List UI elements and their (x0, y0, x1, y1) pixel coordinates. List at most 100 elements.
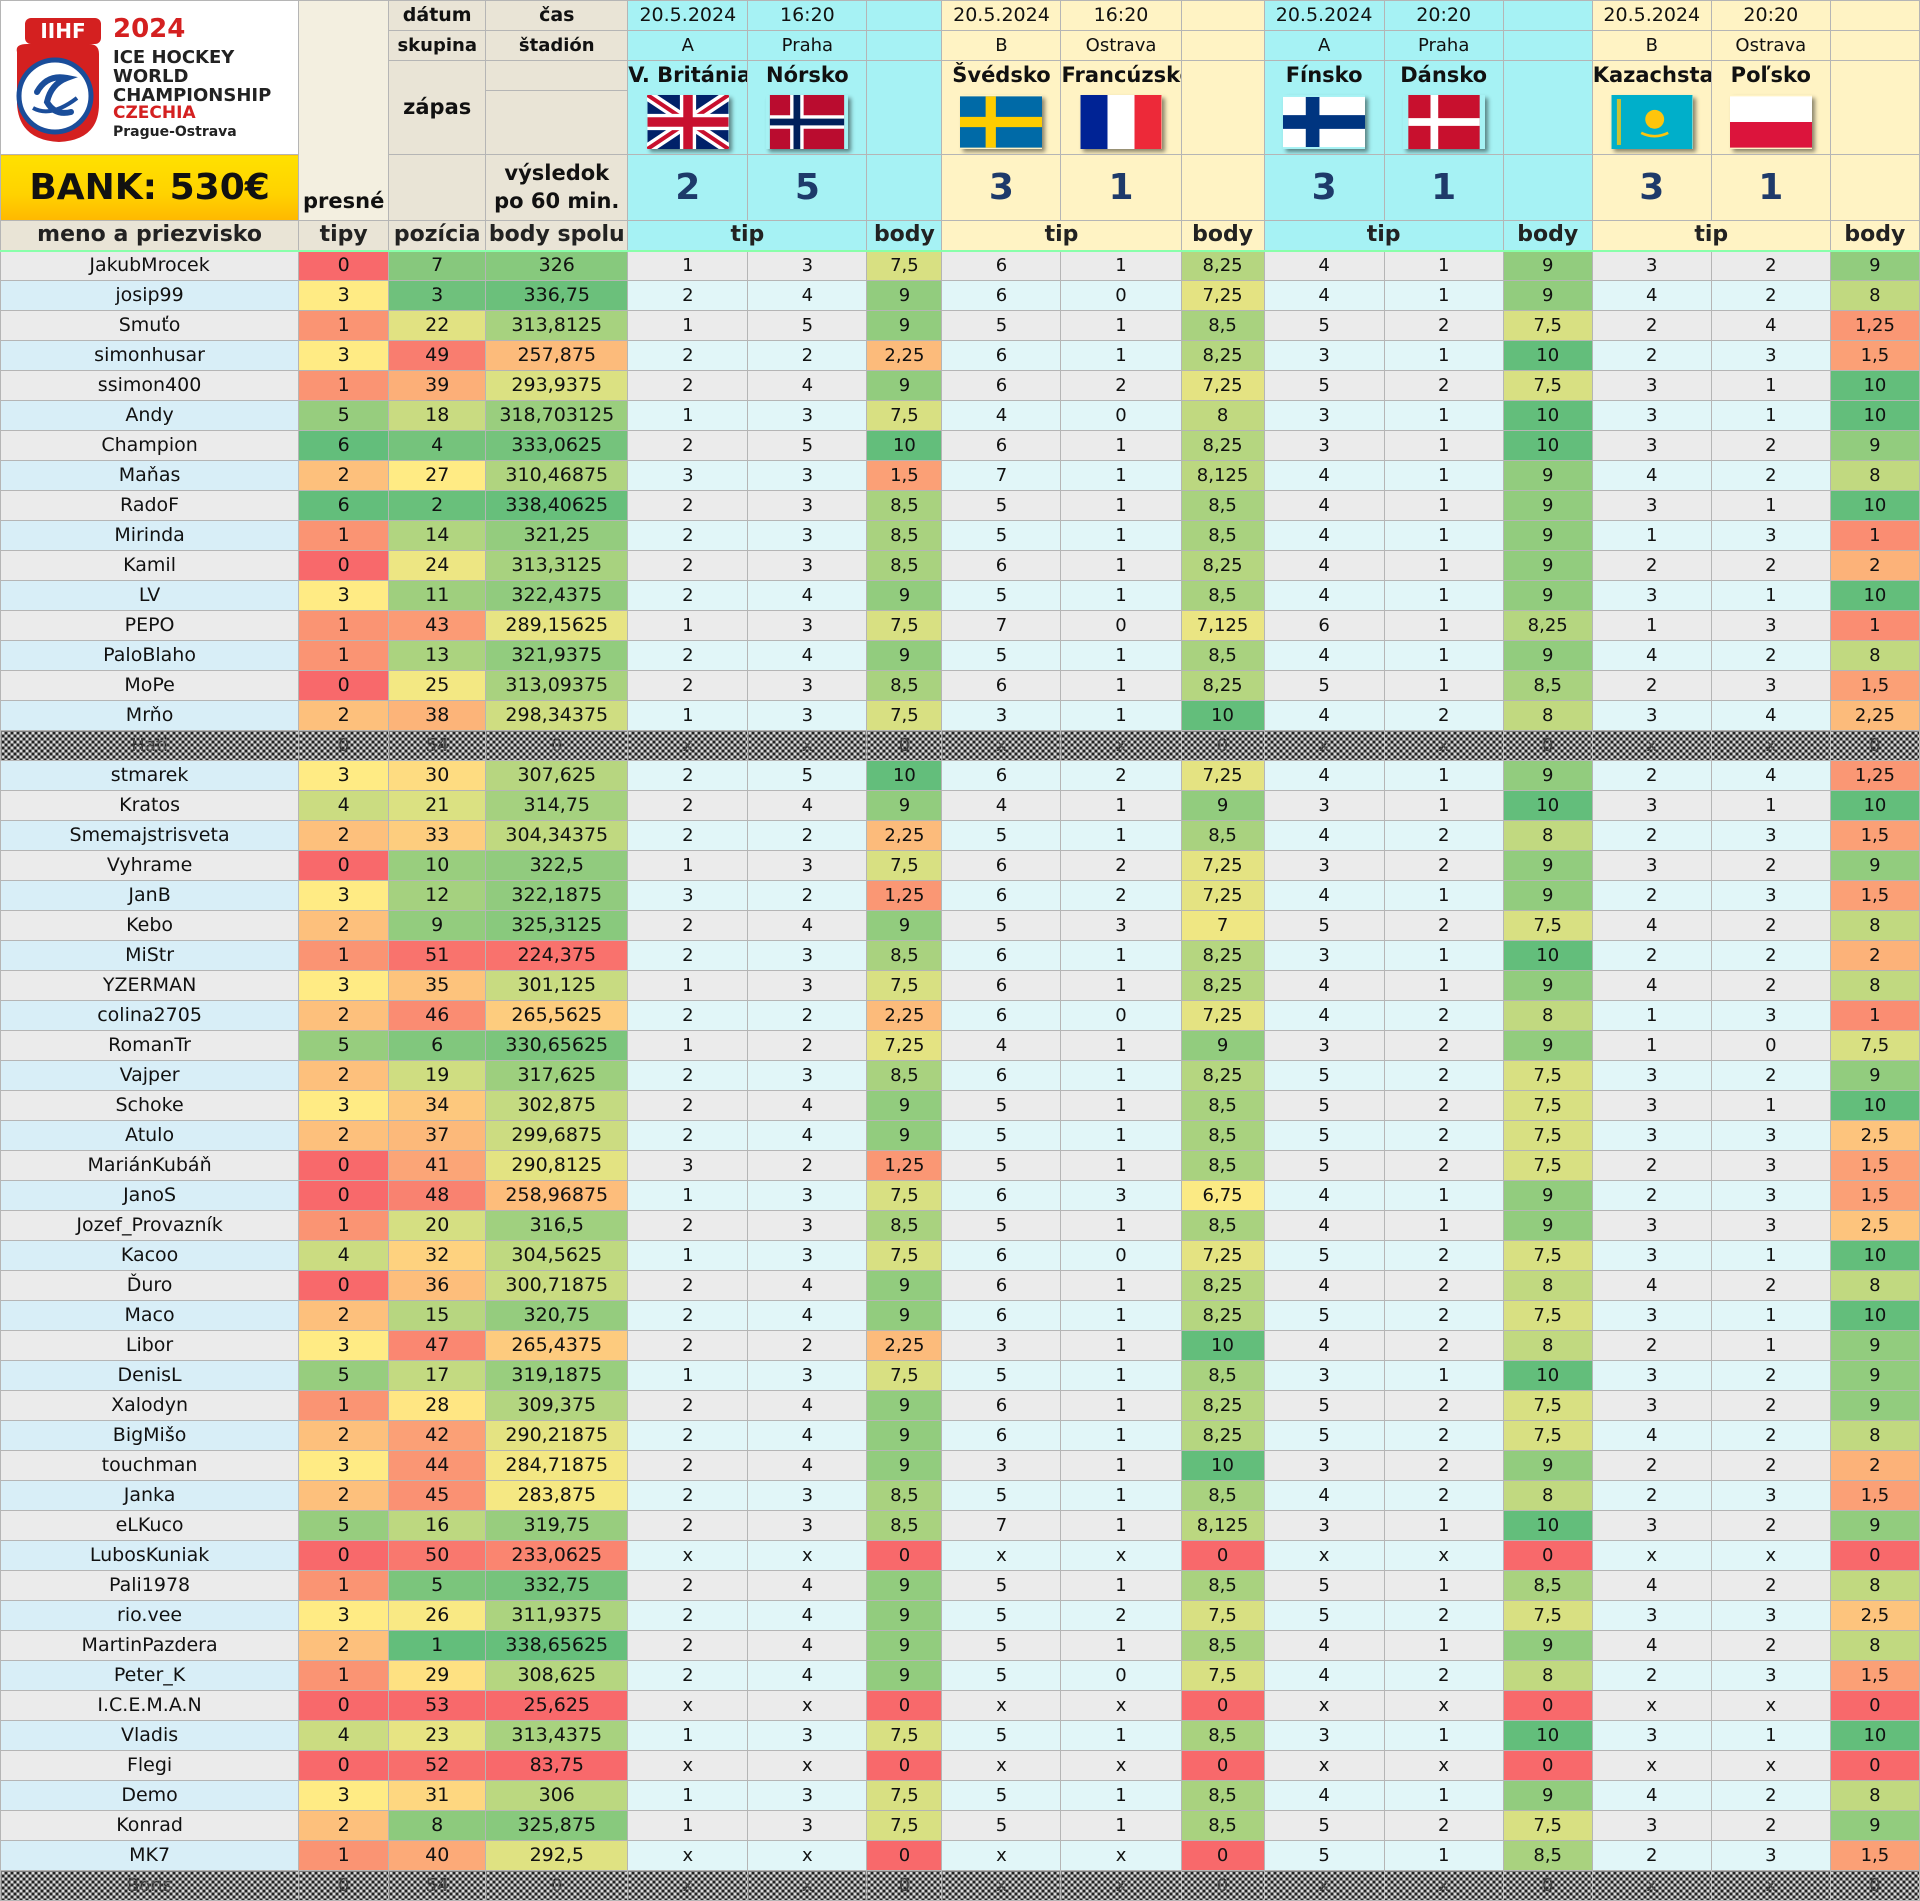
match-points-cell: 7,5 (866, 1720, 943, 1751)
table-row: Jozef_Provazník 1 20 316,5 2 3 8,5 5 1 8,5 4 1 9 3 3 2,… (0, 1210, 1920, 1241)
match-points-cell: 0 (1180, 1690, 1265, 1721)
away-tip-cell: 2 (1383, 310, 1504, 341)
away-tip-cell: 2 (1383, 1600, 1504, 1631)
home-tip-cell: 3 (1263, 1030, 1385, 1061)
match-points-cell: 8,25 (1180, 1060, 1265, 1091)
away-tip-cell: 1 (1060, 1510, 1182, 1541)
flag-fi-icon (1283, 95, 1366, 149)
home-tip-cell: 6 (941, 670, 1062, 701)
meno-header: meno a priezvisko (0, 220, 300, 252)
home-tip-cell: 3 (1591, 1390, 1712, 1421)
match3-home-score: 3 (1263, 154, 1385, 221)
away-tip-cell: 2 (1383, 1120, 1504, 1151)
exact-tips-cell: 3 (298, 1600, 390, 1631)
match4-spacer (1829, 30, 1920, 61)
away-tip-cell: 4 (747, 640, 868, 671)
away-tip-cell: 1 (1710, 580, 1831, 611)
match-points-cell: 0 (1502, 1870, 1593, 1901)
table-row: BigMišo 2 42 290,21875 2 4 9 6 1 8,25 5 2 7,5 4 2 8 (0, 1420, 1920, 1451)
away-tip-cell: 4 (747, 790, 868, 821)
table-row: Kamil 0 24 313,3125 2 3 8,5 6 1 8,25 4 1 9 2 2 2 (0, 550, 1920, 581)
match-points-cell: 7,5 (866, 1240, 943, 1271)
away-tip-cell: 1 (1060, 1480, 1182, 1511)
home-tip-cell: 3 (1591, 1090, 1712, 1121)
total-points-cell: 304,34375 (485, 820, 629, 851)
match-points-cell: 9 (1180, 1030, 1265, 1061)
away-tip-cell: 1 (1060, 640, 1182, 671)
exact-tips-cell: 4 (298, 790, 390, 821)
home-tip-cell: 1 (627, 1360, 749, 1391)
match4-away-team: Poľsko (1710, 60, 1831, 91)
position-cell: 7 (388, 250, 487, 281)
away-tip-cell: 1 (1060, 1210, 1182, 1241)
participant-name: Kebo (0, 910, 300, 941)
participant-name: Maňas (0, 460, 300, 491)
home-tip-cell: 1 (627, 1810, 749, 1841)
match3-time: 20:20 (1383, 0, 1504, 31)
match-points-cell: 9 (866, 640, 943, 671)
home-tip-cell: 6 (941, 1300, 1062, 1331)
participant-name: josip99 (0, 280, 300, 311)
match-points-cell: 1,5 (1829, 670, 1920, 701)
away-tip-cell: 2 (1710, 1420, 1831, 1451)
match-points-cell: 10 (1829, 400, 1920, 431)
position-cell: 54 (388, 730, 487, 761)
match-points-cell: 8,5 (1180, 1780, 1265, 1811)
total-points-cell: 310,46875 (485, 460, 629, 491)
match-points-cell: 0 (1829, 1690, 1920, 1721)
home-tip-cell: 6 (941, 280, 1062, 311)
bank-amount: BANK: 530€ (0, 154, 300, 221)
participant-name: Kratos (0, 790, 300, 821)
exact-tips-cell: 2 (298, 1480, 390, 1511)
position-cell: 22 (388, 310, 487, 341)
match2-away-team: Francúzsko (1060, 60, 1182, 91)
away-tip-cell: 2 (1060, 880, 1182, 911)
zapas-blank (485, 60, 629, 91)
home-tip-cell: 2 (1591, 820, 1712, 851)
away-tip-cell: 4 (747, 1660, 868, 1691)
match4-time: 20:20 (1710, 0, 1831, 31)
away-tip-cell: 1 (1383, 580, 1504, 611)
match4-spacer (1829, 154, 1920, 221)
match-points-cell: 9 (1829, 250, 1920, 281)
participant-name: DenisL (0, 1360, 300, 1391)
match-points-cell: 7,5 (866, 1180, 943, 1211)
match-points-cell: 0 (866, 1690, 943, 1721)
home-tip-cell: 3 (1263, 1450, 1385, 1481)
exact-tips-cell: 3 (298, 760, 390, 791)
match-points-cell: 1,25 (1829, 310, 1920, 341)
exact-tips-cell: 3 (298, 880, 390, 911)
away-tip-cell: 1 (1060, 670, 1182, 701)
match-points-cell: 9 (1829, 1510, 1920, 1541)
away-tip-cell: 1 (1060, 1450, 1182, 1481)
match3-away-score: 1 (1383, 154, 1504, 221)
away-tip-cell: 4 (747, 1630, 868, 1661)
participant-name: Libor (0, 1330, 300, 1361)
position-cell: 9 (388, 910, 487, 941)
away-tip-cell: 1 (1383, 1360, 1504, 1391)
home-tip-cell: 2 (1591, 1450, 1712, 1481)
away-tip-cell: x (1710, 1690, 1831, 1721)
match3-tip-header: tip (1263, 220, 1504, 252)
participant-name: Champion (0, 430, 300, 461)
match2-time: 16:20 (1060, 0, 1182, 31)
logo-cities: Prague-Ostrava (113, 124, 237, 140)
match-points-cell: 8,5 (1180, 820, 1265, 851)
home-tip-cell: x (941, 1540, 1062, 1571)
match-points-cell: 9 (866, 1420, 943, 1451)
away-tip-cell: 4 (747, 280, 868, 311)
svg-text:IIHF: IIHF (40, 19, 85, 43)
position-cell: 35 (388, 970, 487, 1001)
position-cell: 54 (388, 1870, 487, 1901)
away-tip-cell: 2 (1060, 850, 1182, 881)
match-points-cell: 7,5 (1829, 1030, 1920, 1061)
home-tip-cell: 2 (627, 1120, 749, 1151)
match-points-cell: 8,5 (1180, 1360, 1265, 1391)
participant-name: Smemajstrisveta (0, 820, 300, 851)
exact-tips-cell: 0 (298, 1540, 390, 1571)
away-tip-cell: 4 (747, 1300, 868, 1331)
total-points-cell: 301,125 (485, 970, 629, 1001)
home-tip-cell: 5 (1263, 1060, 1385, 1091)
away-tip-cell: 2 (1710, 970, 1831, 1001)
match-points-cell: 8,5 (1180, 1090, 1265, 1121)
